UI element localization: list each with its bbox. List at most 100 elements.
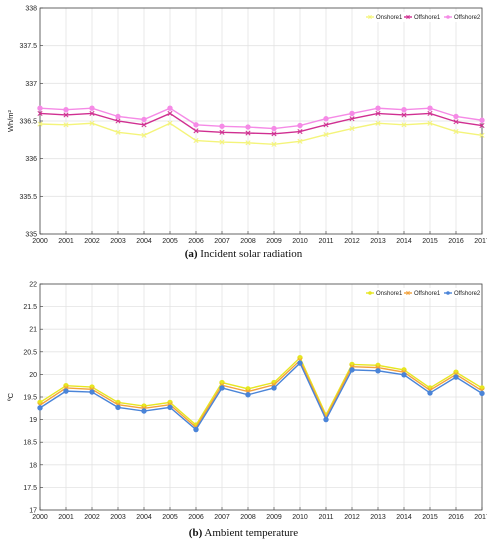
x-tick-label: 2015 [422, 238, 438, 245]
data-point [297, 122, 303, 129]
data-point [271, 385, 277, 391]
legend-marker [406, 290, 410, 296]
data-point [245, 140, 251, 146]
x-tick-label: 2012 [344, 238, 360, 245]
x-tick-label: 2002 [84, 514, 100, 521]
data-point [427, 390, 433, 396]
x-tick-label: 2004 [136, 514, 152, 521]
y-tick-label: 336.5 [19, 119, 37, 126]
legend-label: Offshore2 [454, 15, 481, 21]
series-line-offshore1 [39, 112, 483, 135]
legend-label: Onshore1 [376, 291, 403, 297]
data-point [115, 404, 121, 411]
data-point [375, 368, 381, 374]
data-point [167, 399, 173, 406]
x-tick-label: 2003 [110, 238, 126, 245]
legend-label: Offshore1 [414, 291, 441, 297]
data-point [115, 118, 121, 124]
data-point [401, 107, 407, 113]
data-point [401, 112, 407, 118]
x-tick-label: 2002 [84, 238, 100, 245]
caption-a-text: Incident solar radiation [200, 248, 303, 260]
data-point [453, 119, 459, 125]
legend-marker [406, 14, 410, 20]
y-tick-label: 19 [29, 417, 37, 424]
y-tick-label: 21 [29, 327, 37, 334]
data-point [349, 125, 355, 132]
data-point [63, 107, 69, 113]
x-tick-label: 2006 [188, 514, 204, 521]
x-tick-label: 2005 [162, 238, 178, 245]
x-tick-label: 2010 [292, 238, 308, 245]
data-point [167, 105, 173, 111]
caption-b: (b) Ambient temperature [0, 527, 487, 539]
y-tick-label: 19.5 [23, 395, 37, 402]
series-line-onshore1 [39, 356, 483, 427]
x-tick-label: 2013 [370, 514, 386, 521]
axes-frame [39, 283, 483, 511]
x-tick-label: 2001 [58, 238, 74, 245]
data-point [453, 128, 459, 135]
data-point [401, 372, 407, 378]
legend-box [364, 12, 478, 22]
data-point [401, 122, 407, 128]
data-point [349, 116, 355, 122]
data-point [271, 131, 277, 137]
data-point [167, 404, 173, 411]
data-point [427, 105, 433, 111]
data-point [427, 120, 433, 126]
caption-b-text: Ambient temperature [204, 527, 299, 539]
data-point [349, 110, 355, 117]
data-point [297, 138, 303, 144]
data-point [219, 139, 225, 145]
data-point [297, 128, 303, 135]
data-point [193, 122, 199, 128]
data-point [271, 141, 277, 147]
x-tick-label: 2010 [292, 514, 308, 521]
y-tick-label: 335.5 [19, 194, 37, 201]
data-point [219, 123, 225, 129]
series-line-offshore2 [39, 107, 483, 130]
data-point [89, 105, 95, 111]
data-point [219, 129, 225, 135]
x-tick-label: 2000 [32, 514, 48, 521]
y-tick-label: 337.5 [19, 43, 37, 50]
y-tick-label: 21.5 [23, 304, 37, 311]
data-point [115, 113, 121, 120]
data-point [245, 124, 251, 130]
data-point [37, 405, 43, 411]
data-point [115, 129, 121, 135]
series-line-onshore1 [39, 122, 483, 146]
data-point [479, 117, 485, 123]
x-tick-label: 2016 [448, 238, 464, 245]
y-tick-label: 20.5 [23, 349, 37, 356]
legend-marker [368, 291, 372, 295]
y-tick-label: 17.5 [23, 485, 37, 492]
x-tick-label: 2006 [188, 238, 204, 245]
data-point [63, 122, 69, 128]
y-axis-label: Wh/m² [6, 109, 15, 132]
data-point [375, 105, 381, 111]
x-tick-label: 2016 [448, 514, 464, 521]
data-point [167, 110, 173, 117]
data-point [245, 392, 251, 398]
legend-marker [446, 15, 450, 19]
data-point [479, 132, 485, 138]
chart-b: 17 17.5 18 18.5 19 19.5 20 20.5 21 21.5 22 2000 2001… [6, 282, 487, 522]
data-point [141, 122, 147, 128]
data-point [323, 122, 329, 128]
data-point [349, 361, 355, 368]
caption-b-tag: (b) [188, 527, 203, 539]
x-tick-label: 2013 [370, 238, 386, 245]
data-point [219, 385, 225, 391]
data-point [453, 374, 459, 380]
x-tick-label: 2003 [110, 514, 126, 521]
data-point [297, 360, 303, 366]
data-point [141, 116, 147, 123]
y-tick-label: 18.5 [23, 440, 37, 447]
legend: Onshore1 Offshore1 Offshore2 [364, 12, 481, 22]
x-tick-label: 2000 [32, 238, 48, 245]
data-point [89, 389, 95, 395]
legend: Onshore1 Offshore1 Offshore2 [364, 288, 481, 298]
